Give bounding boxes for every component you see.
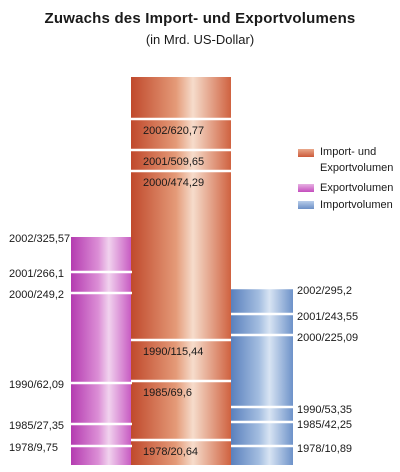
legend-label-import: Importvolumen: [320, 199, 393, 211]
chart-subtitle: (in Mrd. US-Dollar): [145, 32, 255, 47]
legend-item-import: Importvolumen: [320, 197, 393, 213]
bar-export: [71, 237, 132, 465]
data-label-total-2002: 2002/620,77: [143, 125, 204, 137]
data-label-import-1990: 1990/53,35: [297, 404, 352, 416]
data-label-export-1978: 1978/9,75: [9, 442, 58, 454]
data-label-import-2000: 2000/225,09: [297, 332, 358, 344]
data-label-import-1985: 1985/42,25: [297, 419, 352, 431]
legend-swatch-import: [298, 201, 314, 209]
data-label-total-1985: 1985/69,6: [143, 387, 192, 399]
legend-swatch-export: [298, 184, 314, 192]
data-label-total-2000: 2000/474,29: [143, 177, 204, 189]
legend-label-export: Exportvolumen: [320, 182, 394, 194]
legend-label-total-line2: Exportvolumen: [320, 162, 394, 174]
data-label-total-1978: 1978/20,64: [143, 446, 198, 458]
data-label-total-1990: 1990/115,44: [143, 346, 203, 358]
legend-item-total: Import- und Exportvolumen: [320, 144, 393, 176]
bar-import: [231, 288, 293, 465]
data-label-export-2001: 2001/266,1: [9, 268, 64, 280]
chart-title: Zuwachs des Import- und Exportvolumens: [44, 10, 356, 27]
data-label-export-2002: 2002/325,57: [9, 233, 70, 245]
data-label-import-1978: 1978/10,89: [297, 443, 352, 455]
legend-item-export: Exportvolumen: [320, 180, 393, 196]
data-label-export-2000: 2000/249,2: [9, 289, 64, 301]
data-label-export-1990: 1990/62,09: [9, 379, 64, 391]
legend-label-total-line1: Import- und: [320, 146, 377, 158]
data-label-export-1985: 1985/27,35: [9, 420, 64, 432]
data-label-total-2001: 2001/509,65: [143, 156, 204, 168]
data-label-import-2002: 2002/295,2: [297, 285, 352, 297]
data-label-import-2001: 2001/243,55: [297, 311, 358, 323]
bar-total: [131, 77, 231, 465]
legend-swatch-total: [298, 149, 314, 157]
